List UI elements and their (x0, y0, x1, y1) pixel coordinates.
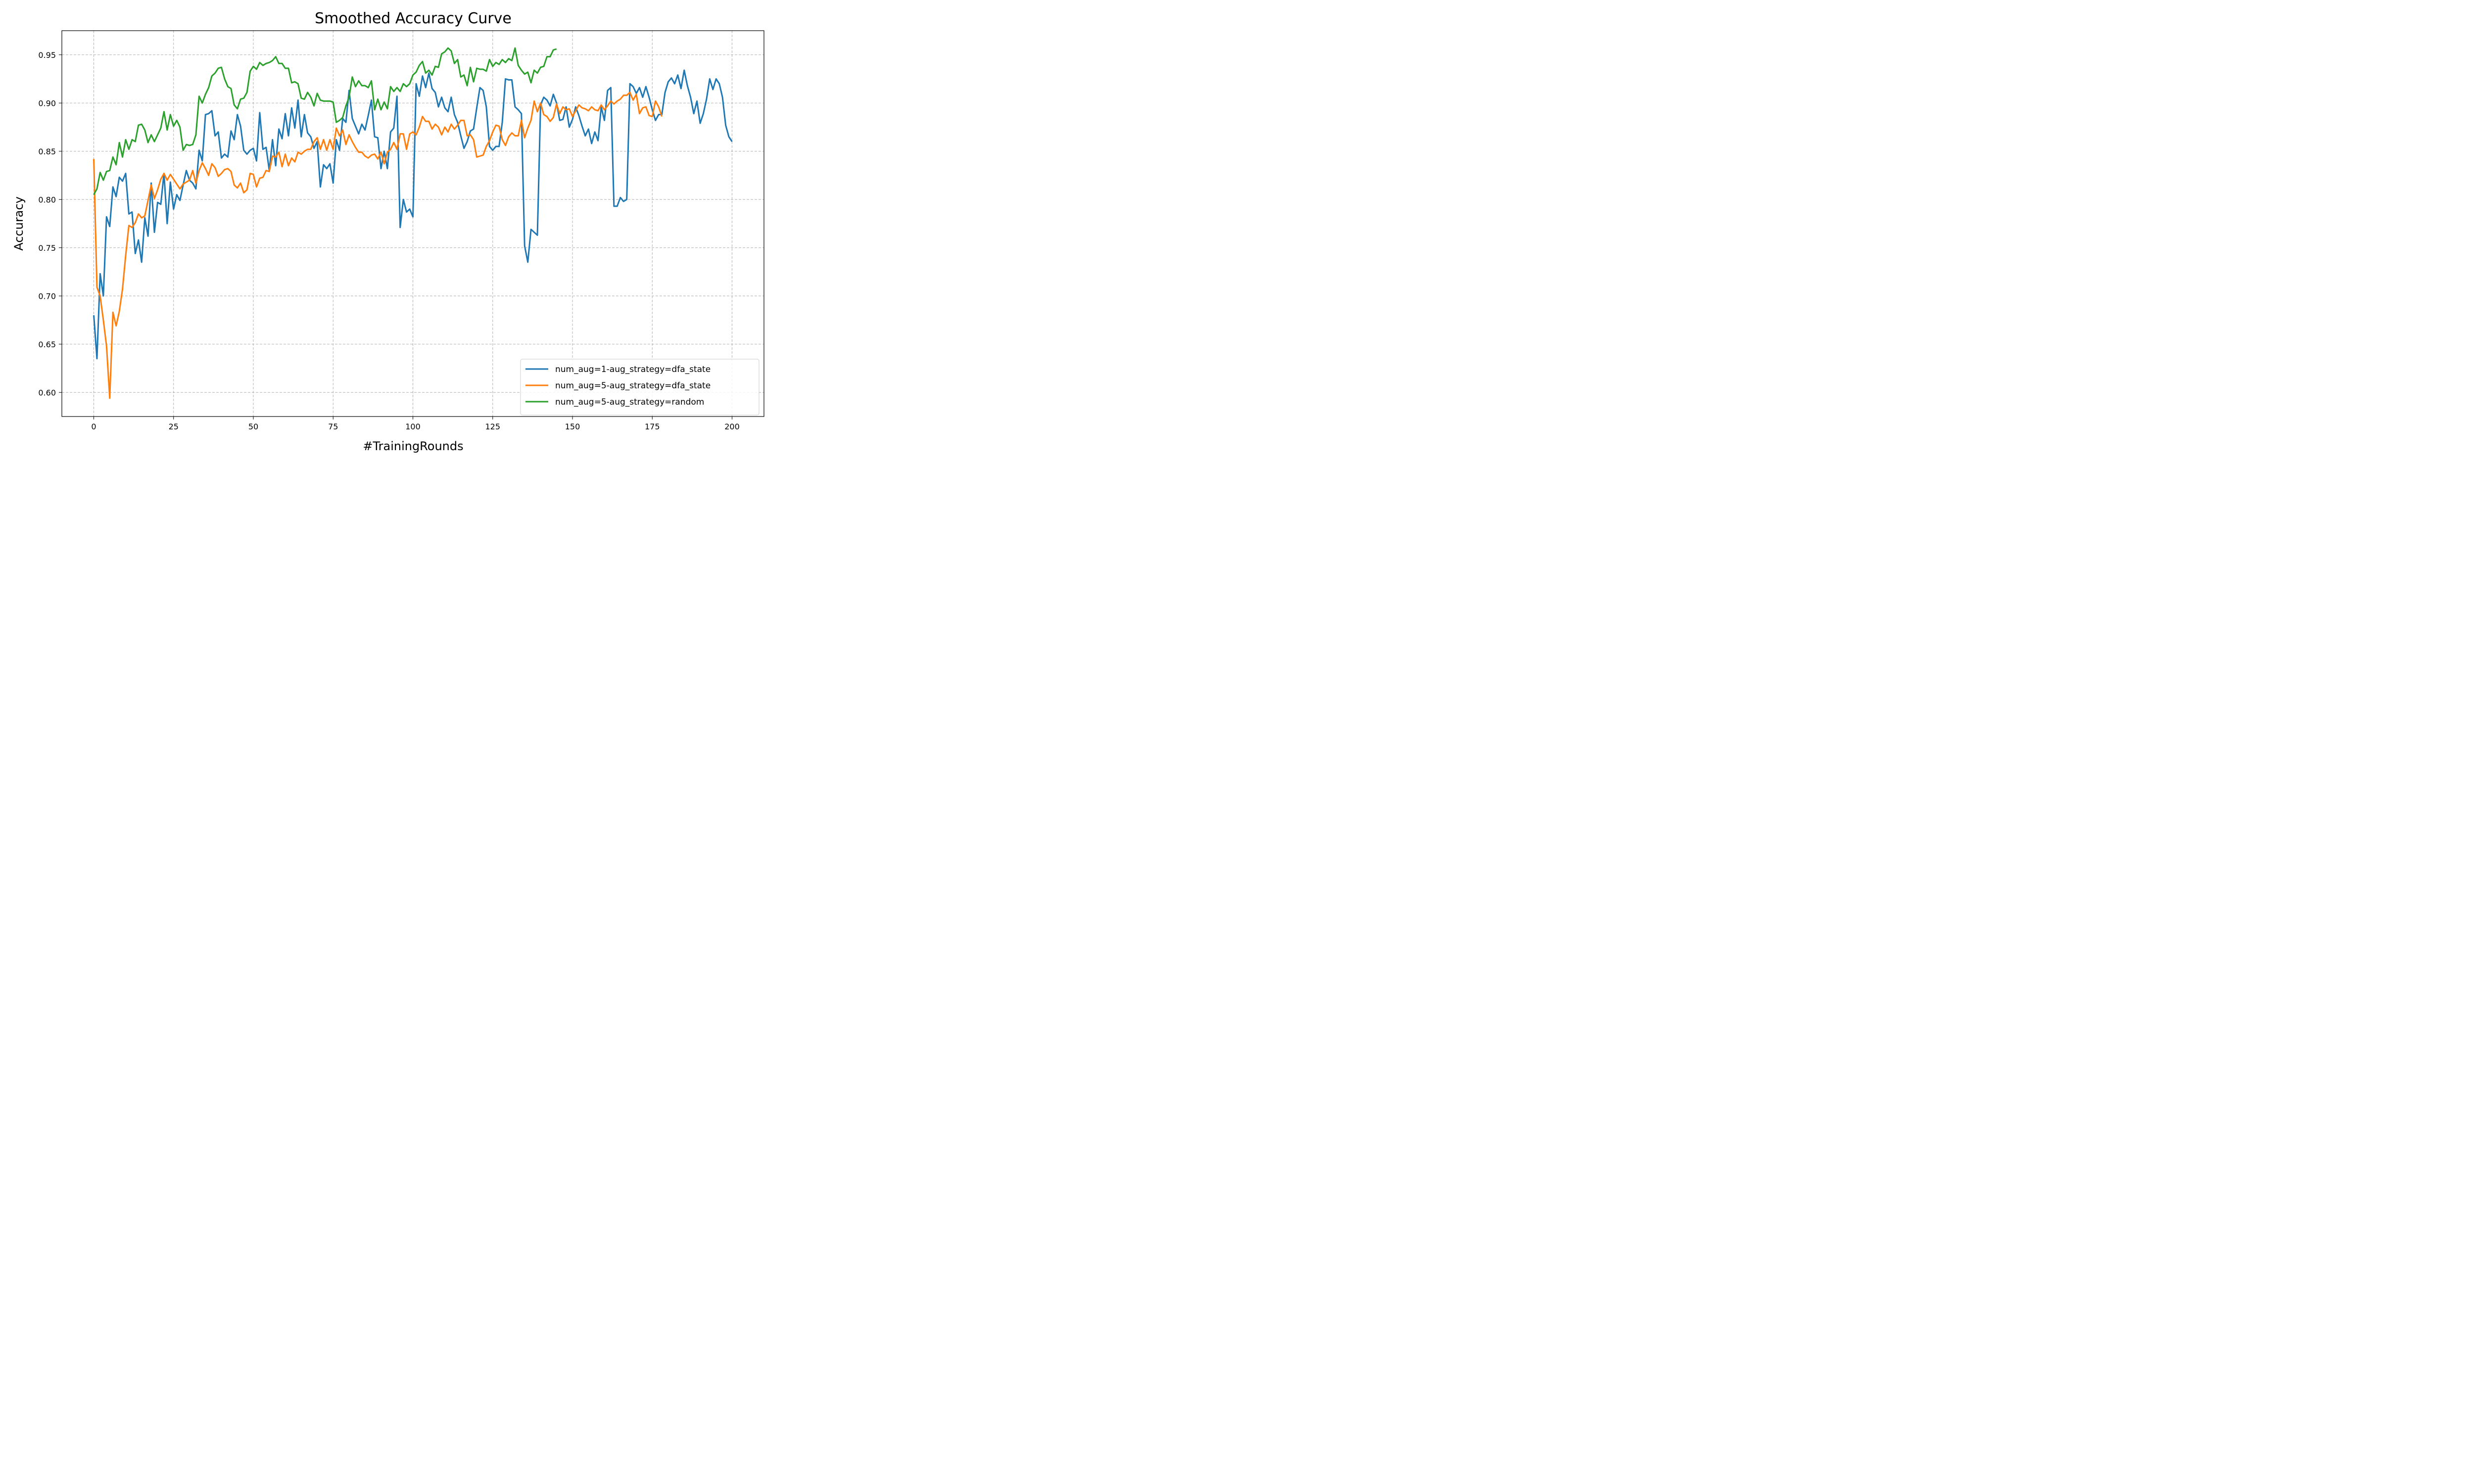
y-tick-label: 0.70 (38, 291, 56, 301)
chart-title: Smoothed Accuracy Curve (315, 10, 512, 27)
y-tick-label: 0.65 (38, 340, 56, 349)
x-axis-label: #TrainingRounds (363, 439, 463, 453)
series-group (93, 47, 733, 399)
x-tick-label: 50 (248, 422, 258, 431)
y-tick-label: 0.75 (38, 243, 56, 253)
x-tick-label: 200 (724, 422, 740, 431)
legend: num_aug=1-aug_strategy=dfa_state num_aug=… (520, 359, 760, 416)
legend-box (520, 359, 760, 416)
y-tick-label: 0.80 (38, 195, 56, 204)
x-tick-label: 25 (169, 422, 179, 431)
x-tick-label: 0 (91, 422, 96, 431)
y-axis-label: Accuracy (12, 196, 26, 251)
x-tick-label: 75 (328, 422, 338, 431)
x-tick-label: 125 (485, 422, 500, 431)
x-tick-label: 100 (405, 422, 421, 431)
y-tick-label: 0.85 (38, 147, 56, 156)
x-tick-label: 150 (565, 422, 580, 431)
legend-label-3: num_aug=5-aug_strategy=random (555, 397, 704, 407)
line-chart: 0 25 50 75 100 125 150 175 200 0.60 0.65 0.70 0.75 0.… (0, 0, 771, 463)
chart-container: 0 25 50 75 100 125 150 175 200 0.60 0.65 0.70 0.75 0.… (0, 0, 771, 464)
legend-label-1: num_aug=1-aug_strategy=dfa_state (555, 365, 711, 374)
legend-label-2: num_aug=5-aug_strategy=dfa_state (555, 381, 711, 391)
series-line-1 (93, 69, 733, 360)
series-line-3 (93, 47, 557, 195)
x-tick-label: 175 (645, 422, 660, 431)
series-line-2 (93, 92, 663, 399)
y-tick-label: 0.90 (38, 98, 56, 108)
axis-ticks: 0 25 50 75 100 125 150 175 200 0.60 0.65 0.70 0.75 0.… (38, 50, 739, 431)
y-tick-label: 0.95 (38, 50, 56, 60)
grid (62, 31, 764, 417)
y-tick-label: 0.60 (38, 388, 56, 397)
